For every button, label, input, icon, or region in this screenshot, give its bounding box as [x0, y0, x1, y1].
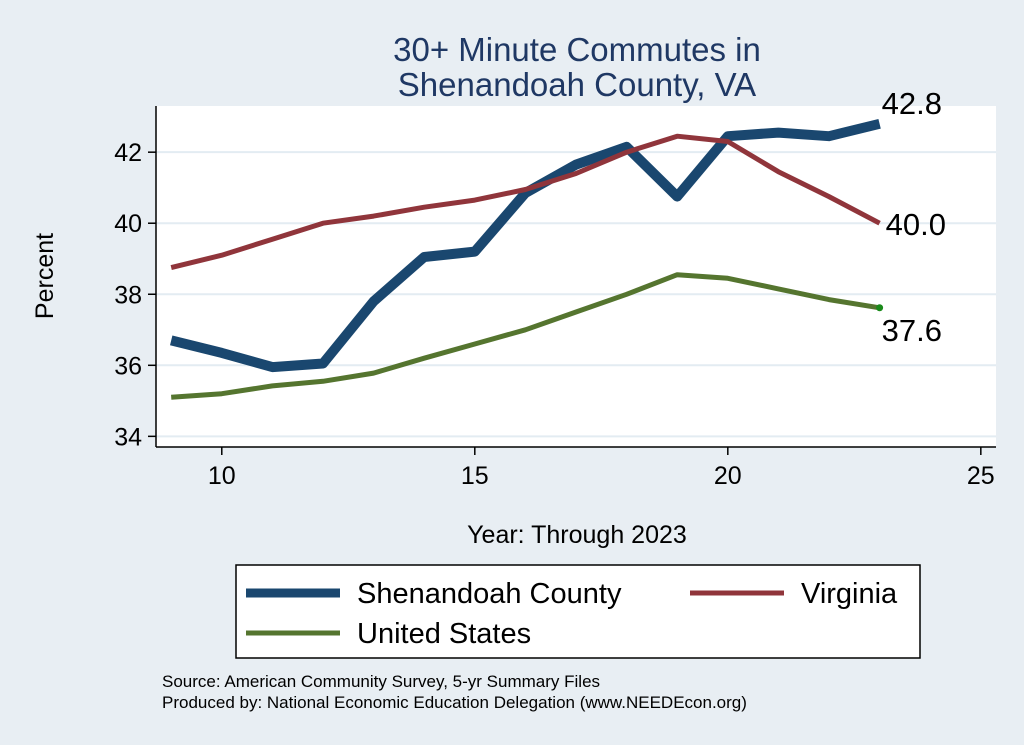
y-tick-label: 36 — [114, 352, 142, 380]
source-note: Source: American Community Survey, 5-yr … — [162, 672, 600, 691]
y-tick-label: 42 — [114, 139, 142, 167]
x-tick-label: 25 — [967, 462, 995, 490]
legend: Shenandoah County Virginia United States — [235, 564, 921, 659]
legend-label-virginia: Virginia — [801, 578, 898, 610]
axes: 34 36 38 40 42 10 15 20 25 — [114, 106, 996, 490]
chart-title-line-2: Shenandoah County, VA — [398, 66, 756, 103]
x-axis-title: Year: Through 2023 — [467, 521, 687, 549]
series-lines — [170, 118, 881, 400]
series-line-united-states — [171, 272, 880, 400]
y-tick-label: 34 — [114, 423, 142, 451]
y-axis-title: Percent — [31, 233, 59, 319]
x-tick-label: 15 — [461, 462, 489, 490]
series-line-virginia — [170, 133, 881, 271]
chart-title-line-1: 30+ Minute Commutes in — [393, 31, 761, 68]
y-tick-label: 40 — [114, 210, 142, 238]
series-line-shenandoah-county — [170, 118, 881, 373]
legend-label-shenandoah: Shenandoah County — [357, 578, 622, 610]
end-point-united-states — [876, 304, 884, 312]
legend-box — [235, 564, 921, 659]
legend-label-united-states: United States — [357, 618, 531, 650]
x-tick-label: 10 — [208, 462, 236, 490]
produced-by-note: Produced by: National Economic Education… — [162, 693, 747, 712]
y-tick-label: 38 — [114, 281, 142, 309]
plot-area — [156, 106, 996, 447]
end-label-united-states: 37.6 — [882, 313, 942, 348]
end-label-virginia: 40.0 — [886, 207, 946, 242]
end-label-shenandoah-county: 42.8 — [882, 86, 942, 121]
end-labels: 42.8 40.0 37.6 — [876, 86, 946, 348]
x-tick-label: 20 — [714, 462, 742, 490]
